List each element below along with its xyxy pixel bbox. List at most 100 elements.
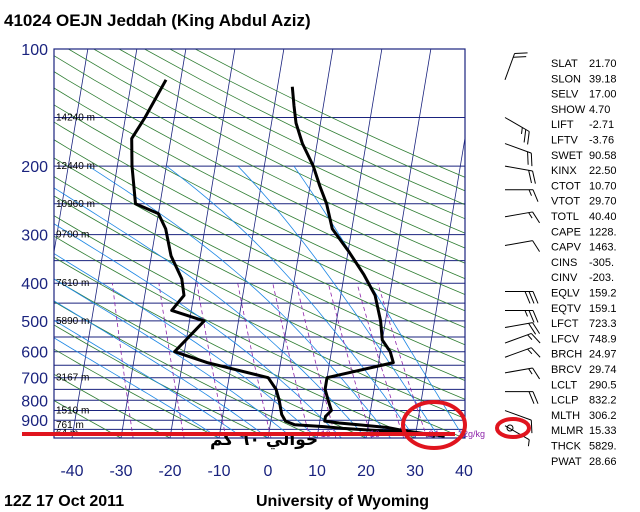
temperature-tick-label: 0 — [264, 463, 273, 480]
index-name: LIFT — [551, 119, 574, 131]
barb-feather — [532, 240, 541, 252]
index-value: 10.70 — [589, 180, 617, 192]
pressure-tick-label: 200 — [21, 159, 48, 176]
index-value: 29.74 — [589, 364, 617, 376]
barb-feather — [530, 333, 541, 344]
wind-barb — [505, 309, 539, 323]
index-name: CINS — [551, 257, 577, 269]
index-value: -305. — [589, 257, 614, 269]
index-value: 290.5 — [589, 379, 617, 391]
wind-barb — [504, 367, 541, 380]
mixing-ratio-line — [237, 283, 272, 438]
plot-frame — [53, 48, 466, 439]
barb-feather — [532, 322, 541, 334]
dry-adiabat — [54, 324, 269, 438]
dry-adiabat — [54, 400, 122, 438]
pressure-tick-label: 800 — [21, 393, 48, 410]
height-label: 1510 m — [56, 406, 89, 417]
pressure-tick-label: 100 — [21, 42, 48, 59]
wind-barb — [504, 143, 533, 167]
index-name: SHOW — [551, 104, 586, 116]
mixing-ratio-line — [272, 283, 311, 438]
moist-adiabat — [88, 165, 391, 438]
index-name: LCLP — [551, 395, 579, 407]
barb-staff — [504, 117, 530, 132]
dry-adiabat — [93, 49, 465, 234]
dry-adiabat — [68, 49, 465, 249]
temperature-tick-label: 40 — [455, 463, 473, 480]
pressure-tick-label: 500 — [21, 314, 48, 331]
isotherm — [414, 135, 465, 438]
footer-date: 12Z 17 Oct 2011 — [4, 493, 124, 510]
barb-feather — [532, 310, 539, 323]
index-value: 1463. — [589, 242, 617, 254]
dry-adiabat — [54, 373, 171, 438]
dry-adiabat — [54, 235, 465, 438]
barb-staff — [504, 322, 533, 329]
dry-adiabat — [54, 215, 465, 419]
height-label: 10960 m — [56, 199, 95, 210]
pressure-tick-label: 400 — [21, 276, 48, 293]
dry-adiabat — [54, 256, 416, 438]
index-name: LFTV — [551, 135, 579, 147]
index-name: CAPE — [551, 226, 581, 238]
mixing-ratio-line — [112, 283, 134, 438]
barb-feather — [527, 151, 529, 165]
pressure-tick-label: 900 — [21, 413, 48, 430]
barb-half-feather — [520, 127, 523, 135]
sounding-profiles — [130, 79, 445, 438]
barb-staff — [504, 211, 533, 218]
diagram-grid — [54, 49, 465, 438]
barb-staff — [504, 332, 532, 344]
mixing-ratio-line — [327, 283, 372, 438]
temperature-tick-label: 20 — [357, 463, 375, 480]
barb-staff — [504, 143, 532, 154]
wind-barb — [505, 189, 539, 202]
temperature-tick-label: -30 — [109, 463, 132, 480]
dry-adiabat — [54, 104, 465, 312]
dry-adiabat — [54, 157, 465, 363]
index-value: 28.66 — [589, 456, 617, 468]
index-value: 832.2 — [589, 395, 617, 407]
moist-adiabat — [54, 278, 293, 438]
index-name: EQLV — [551, 288, 580, 300]
moist-adiabat — [54, 319, 244, 438]
wind-barb — [504, 322, 541, 335]
isotherm — [54, 49, 89, 255]
index-value: -3.76 — [589, 135, 614, 147]
height-label: 9700 m — [56, 230, 89, 241]
barb-half-feather — [524, 310, 528, 317]
index-value: 5829. — [589, 441, 617, 453]
barb-feather — [532, 367, 541, 380]
mixing-ratio-line — [377, 283, 428, 438]
dry-adiabat — [54, 139, 465, 346]
temperature-tick-label: 30 — [406, 463, 424, 480]
dry-adiabat — [118, 49, 465, 220]
index-name: LFCT — [551, 318, 579, 330]
barb-feather — [530, 153, 533, 167]
barb-feather — [528, 291, 535, 304]
wind-barb — [504, 347, 541, 358]
index-name: CAPV — [551, 242, 582, 254]
dry-adiabat — [54, 176, 465, 382]
mixing-ratio-line — [295, 283, 337, 438]
dry-adiabat — [54, 301, 318, 438]
calm-wind-marker — [506, 424, 514, 432]
index-name: LFCV — [551, 333, 580, 345]
annotation-circle-surface — [401, 400, 467, 450]
index-value: 748.9 — [589, 333, 617, 345]
index-value: 17.00 — [589, 89, 617, 101]
index-name: PWAT — [551, 456, 582, 468]
barb-feather — [530, 347, 541, 358]
index-name: MLMR — [551, 425, 583, 437]
barb-half-feather — [527, 334, 533, 340]
dry-adiabat — [54, 71, 465, 280]
index-value: 1228. — [589, 226, 617, 238]
dewpoint-profile — [130, 79, 436, 438]
barb-staff — [504, 410, 532, 421]
barb-feather — [532, 211, 541, 224]
wind-barb — [504, 410, 533, 434]
barb-feather — [523, 129, 527, 143]
index-value: 29.70 — [589, 196, 617, 208]
moist-adiabat — [54, 223, 342, 438]
